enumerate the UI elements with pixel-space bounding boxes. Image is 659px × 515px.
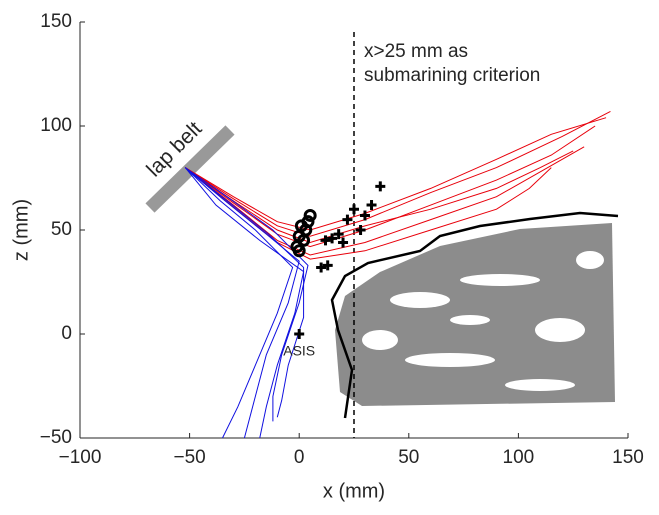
- asis-marker: [294, 329, 305, 339]
- trajectory: [184, 167, 309, 422]
- bone-region: [330, 211, 619, 419]
- criterion-label: x>25 mm as: [364, 41, 468, 62]
- x-tick-label: −100: [59, 447, 102, 468]
- criterion-label: submarining criterion: [364, 65, 540, 86]
- x-tick-label: 150: [612, 447, 644, 468]
- lap-belt: [145, 125, 235, 213]
- y-axis-label: z (mm): [10, 199, 32, 261]
- x-axis-label: x (mm): [323, 480, 385, 502]
- plus-marker: [316, 262, 327, 273]
- plus-marker: [355, 225, 366, 235]
- x-tick-label: 100: [503, 447, 535, 468]
- circle-marker: [303, 208, 317, 222]
- trajectory: [184, 167, 305, 418]
- y-tick-label: 100: [40, 115, 72, 136]
- trajectory: [184, 146, 585, 256]
- plus-marker: [359, 210, 370, 221]
- plus-marker: [338, 237, 349, 248]
- y-tick-label: 150: [40, 11, 72, 32]
- y-tick-label: 0: [61, 323, 72, 344]
- trajectory: [184, 150, 574, 244]
- trajectory: [184, 167, 294, 439]
- plus-marker: [333, 229, 344, 240]
- plus-marker: [342, 214, 353, 225]
- x-tick-label: −50: [173, 447, 205, 468]
- bone-texture: [362, 251, 604, 391]
- trajectory: [184, 167, 300, 439]
- x-tick-label: 0: [294, 447, 305, 468]
- plus-marker: [366, 200, 377, 211]
- plus-marker: [349, 204, 359, 215]
- plus-marker: [320, 235, 331, 246]
- plus-marker: [322, 260, 333, 271]
- plus-marker: [375, 181, 386, 192]
- y-tick-label: 50: [51, 219, 72, 240]
- bone-contour: [330, 211, 619, 419]
- trajectory: [184, 167, 305, 439]
- y-tick-label: −50: [40, 427, 72, 448]
- asis-label: ASIS: [283, 343, 315, 359]
- x-tick-label: 50: [398, 447, 419, 468]
- plus-marker: [327, 233, 338, 244]
- bone-fill: [335, 223, 615, 406]
- circle-marker: [294, 219, 308, 233]
- belt-label: lap belt: [142, 117, 206, 181]
